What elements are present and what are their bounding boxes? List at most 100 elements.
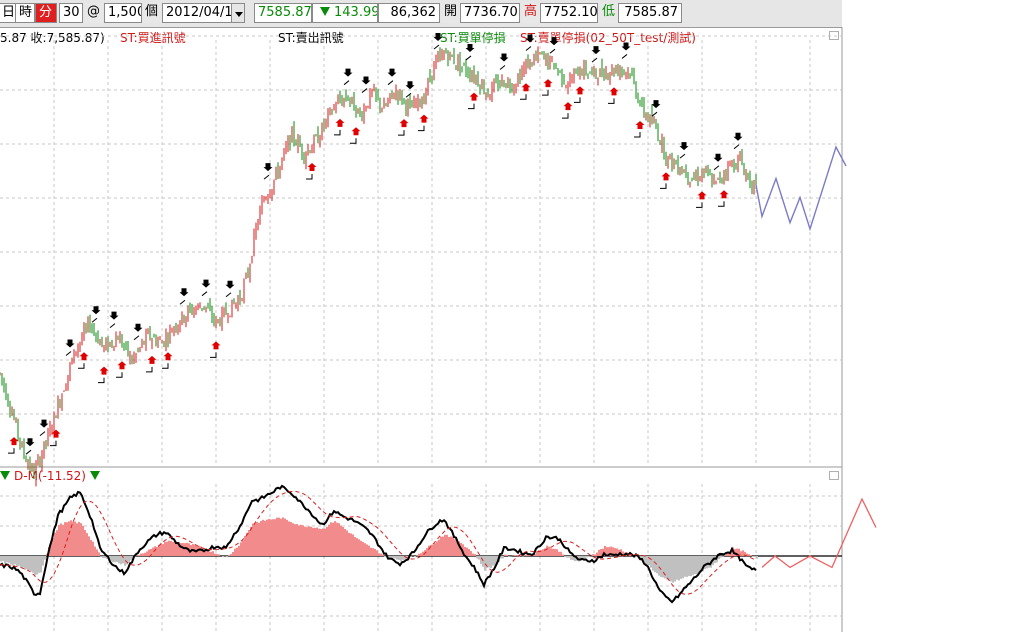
histogram-bar xyxy=(78,521,80,556)
histogram-bar xyxy=(156,546,158,556)
histogram-bar xyxy=(48,547,50,556)
histogram-bar xyxy=(550,548,552,556)
histogram-bar xyxy=(76,523,78,556)
sell-stop-marker xyxy=(91,317,98,323)
date-select[interactable]: 2012/04/17 xyxy=(162,3,232,23)
histogram-bar xyxy=(214,553,216,556)
histogram-bar xyxy=(298,525,300,556)
histogram-bar xyxy=(534,554,536,556)
volume: 86,362 xyxy=(378,3,440,23)
histogram-bar xyxy=(474,554,476,556)
indicator-forecast-line xyxy=(761,497,877,569)
histogram-bar xyxy=(500,556,502,559)
histogram-bar xyxy=(514,555,516,556)
sell-stop-marker xyxy=(39,431,46,436)
histogram-bar xyxy=(664,556,666,579)
sell-signal-arrow xyxy=(499,53,509,62)
buy-signal-arrow xyxy=(719,190,729,199)
histogram-bar xyxy=(652,556,654,571)
buy-stop-marker xyxy=(162,363,169,369)
interval-input[interactable]: 30 xyxy=(59,3,83,23)
sell-signal-arrow xyxy=(733,132,743,141)
histogram-bar xyxy=(212,551,214,556)
period-minute-button[interactable]: 分 xyxy=(35,3,57,23)
indicator-header: D-M(-11.52) xyxy=(0,469,100,483)
buy-stop-marker xyxy=(306,173,313,180)
histogram-bar xyxy=(60,523,62,556)
trade-signals xyxy=(8,32,743,455)
histogram-bar xyxy=(50,541,52,556)
histogram-bar xyxy=(372,548,374,556)
panel-maximize-icon[interactable] xyxy=(829,31,839,40)
histogram-bar xyxy=(660,556,662,578)
histogram-bar xyxy=(10,556,12,565)
dropdown-arrow-icon[interactable] xyxy=(231,3,245,23)
buy-stop-marker xyxy=(98,377,105,384)
histogram-bar xyxy=(194,544,196,556)
histogram-bar xyxy=(392,556,394,558)
histogram-bar xyxy=(614,548,616,556)
histogram-bar xyxy=(114,556,116,563)
histogram-bar xyxy=(596,552,598,556)
buy-signal-arrow xyxy=(399,119,409,128)
histogram-bar xyxy=(462,544,464,556)
histogram-bar xyxy=(356,538,358,556)
period-day-button[interactable]: 日 xyxy=(0,3,16,23)
histogram-bar xyxy=(712,556,714,566)
histogram-bar xyxy=(428,545,430,556)
amount-input[interactable]: 1,500 xyxy=(104,3,142,23)
histogram-bar xyxy=(172,541,174,556)
histogram-bar xyxy=(678,556,680,581)
histogram-bar xyxy=(446,534,448,556)
histogram-bar xyxy=(484,556,486,571)
histogram-bar xyxy=(410,556,412,558)
histogram-bar xyxy=(456,538,458,556)
histogram-bar xyxy=(506,554,508,556)
histogram-bar xyxy=(342,527,344,556)
histogram-bar xyxy=(52,538,54,556)
histogram-bar xyxy=(450,536,452,556)
histogram-bar xyxy=(162,544,164,556)
histogram-bar xyxy=(254,522,256,556)
histogram-bar xyxy=(86,533,88,556)
histogram-bar xyxy=(28,556,30,571)
histogram-bar xyxy=(704,556,706,570)
panel-maximize-icon[interactable] xyxy=(829,471,839,480)
sell-stop-marker xyxy=(65,351,72,356)
histogram-bar xyxy=(612,547,614,556)
histogram-bar xyxy=(146,551,148,556)
buy-stop-marker xyxy=(350,138,357,144)
indicator-label: D-M(-11.52) xyxy=(14,469,86,483)
buy-signal-arrow xyxy=(419,114,429,123)
histogram-bar xyxy=(166,541,168,556)
histogram-bar xyxy=(300,524,302,556)
price-info: 5.87 收:7,585.87) xyxy=(0,31,105,45)
at-label: @ xyxy=(85,3,103,23)
period-hour-button[interactable]: 時 xyxy=(15,3,35,23)
histogram-bar xyxy=(394,556,396,559)
sell-signal-arrow xyxy=(263,163,273,172)
histogram-bar xyxy=(650,556,652,568)
sell-stop-marker xyxy=(225,292,232,298)
histogram-bar xyxy=(310,526,312,556)
histogram-bar xyxy=(234,548,236,556)
histogram-bar xyxy=(576,556,578,561)
histogram-bar xyxy=(44,556,46,560)
buy-signal-arrow xyxy=(51,429,61,438)
histogram-bar xyxy=(72,521,74,556)
histogram-bar xyxy=(570,556,572,560)
histogram-bar xyxy=(640,556,642,561)
histogram-bar xyxy=(366,544,368,556)
histogram-bar xyxy=(390,556,392,559)
sell-stop-marker xyxy=(109,323,116,329)
histogram-bar xyxy=(588,556,590,558)
histogram-bar xyxy=(174,541,176,556)
histogram-bar xyxy=(470,551,472,556)
buy-signal-arrow xyxy=(543,79,553,88)
histogram-bar xyxy=(600,548,602,556)
histogram-bar xyxy=(246,532,248,556)
histogram-bar xyxy=(466,547,468,556)
histogram-bar xyxy=(138,555,140,556)
histogram-bar xyxy=(528,554,530,556)
histogram-bar xyxy=(494,556,496,566)
